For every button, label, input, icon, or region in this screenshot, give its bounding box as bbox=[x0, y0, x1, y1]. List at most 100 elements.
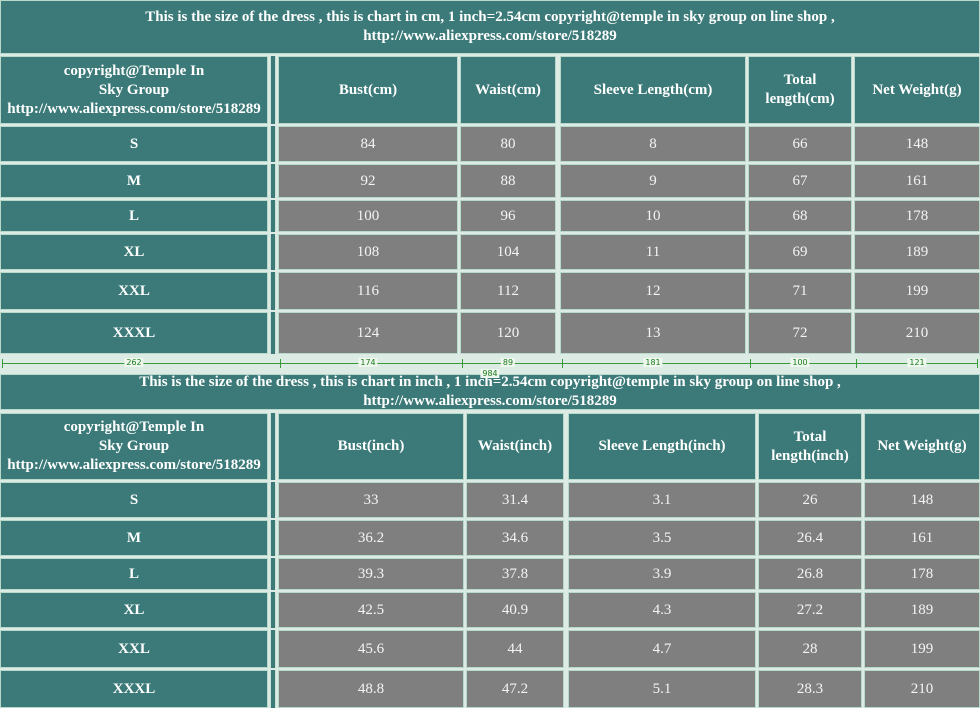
ruler-tick bbox=[856, 359, 857, 368]
value-cell: 28 bbox=[758, 630, 862, 668]
value-cell: 31.4 bbox=[466, 482, 564, 518]
header-cell: Total length(cm) bbox=[748, 56, 852, 124]
value-cell: 161 bbox=[864, 520, 980, 556]
table-title: This is the size of the dress , this is … bbox=[0, 0, 980, 54]
column-separator bbox=[270, 164, 276, 198]
value-cell: 9 bbox=[560, 164, 746, 198]
value-cell: 36.2 bbox=[278, 520, 464, 556]
column-separator bbox=[270, 126, 276, 162]
value-cell: 210 bbox=[854, 312, 980, 354]
size-cell: XXXL bbox=[0, 670, 268, 708]
value-cell: 45.6 bbox=[278, 630, 464, 668]
value-cell: 178 bbox=[854, 200, 980, 232]
size-cell: S bbox=[0, 482, 268, 518]
size-cell: XXL bbox=[0, 630, 268, 668]
size-cell: XXL bbox=[0, 272, 268, 310]
value-cell: 124 bbox=[278, 312, 458, 354]
value-cell: 69 bbox=[748, 234, 852, 270]
value-cell: 92 bbox=[278, 164, 458, 198]
value-cell: 26 bbox=[758, 482, 862, 518]
column-separator bbox=[270, 558, 276, 590]
header-cell: Bust(inch) bbox=[278, 413, 464, 480]
column-separator bbox=[270, 630, 276, 668]
table-title: This is the size of the dress , this is … bbox=[0, 374, 980, 410]
value-cell: 68 bbox=[748, 200, 852, 232]
ruler-width-label: 121 bbox=[907, 358, 927, 367]
size-cell: M bbox=[0, 520, 268, 556]
column-separator bbox=[270, 482, 276, 518]
value-cell: 104 bbox=[460, 234, 556, 270]
value-cell: 88 bbox=[460, 164, 556, 198]
value-cell: 47.2 bbox=[466, 670, 564, 708]
value-cell: 33 bbox=[278, 482, 464, 518]
size-cell: M bbox=[0, 164, 268, 198]
header-cell: Sleeve Length(inch) bbox=[568, 413, 756, 480]
size-cell: XXXL bbox=[0, 312, 268, 354]
column-separator bbox=[270, 592, 276, 628]
ruler-total-label: 984 bbox=[480, 369, 500, 378]
value-cell: 148 bbox=[854, 126, 980, 162]
value-cell: 11 bbox=[560, 234, 746, 270]
value-cell: 12 bbox=[560, 272, 746, 310]
value-cell: 199 bbox=[864, 630, 980, 668]
size-cell: L bbox=[0, 558, 268, 590]
column-separator bbox=[270, 670, 276, 708]
value-cell: 72 bbox=[748, 312, 852, 354]
size-cell: XL bbox=[0, 592, 268, 628]
column-separator bbox=[270, 200, 276, 232]
header-cell: Waist(cm) bbox=[460, 56, 556, 124]
ruler-tick bbox=[977, 359, 978, 368]
value-cell: 8 bbox=[560, 126, 746, 162]
value-cell: 28.3 bbox=[758, 670, 862, 708]
ruler-width-label: 181 bbox=[643, 358, 663, 367]
value-cell: 27.2 bbox=[758, 592, 862, 628]
value-cell: 189 bbox=[854, 234, 980, 270]
value-cell: 210 bbox=[864, 670, 980, 708]
value-cell: 4.7 bbox=[568, 630, 756, 668]
value-cell: 3.5 bbox=[568, 520, 756, 556]
value-cell: 10 bbox=[560, 200, 746, 232]
header-cell: Total length(inch) bbox=[758, 413, 862, 480]
value-cell: 5.1 bbox=[568, 670, 756, 708]
header-cell: Sleeve Length(cm) bbox=[560, 56, 746, 124]
ruler-tick bbox=[562, 359, 563, 368]
value-cell: 84 bbox=[278, 126, 458, 162]
ruler-width-label: 174 bbox=[358, 358, 378, 367]
column-separator bbox=[270, 56, 276, 124]
ruler-width-label: 100 bbox=[790, 358, 810, 367]
column-separator bbox=[270, 272, 276, 310]
size-cell: L bbox=[0, 200, 268, 232]
value-cell: 34.6 bbox=[466, 520, 564, 556]
value-cell: 3.1 bbox=[568, 482, 756, 518]
value-cell: 26.8 bbox=[758, 558, 862, 590]
ruler-tick bbox=[280, 359, 281, 368]
value-cell: 189 bbox=[864, 592, 980, 628]
value-cell: 37.8 bbox=[466, 558, 564, 590]
value-cell: 4.3 bbox=[568, 592, 756, 628]
value-cell: 42.5 bbox=[278, 592, 464, 628]
value-cell: 96 bbox=[460, 200, 556, 232]
value-cell: 26.4 bbox=[758, 520, 862, 556]
value-cell: 116 bbox=[278, 272, 458, 310]
header-cell: copyright@Temple In Sky Group http://www… bbox=[0, 56, 268, 124]
value-cell: 199 bbox=[854, 272, 980, 310]
value-cell: 108 bbox=[278, 234, 458, 270]
value-cell: 161 bbox=[854, 164, 980, 198]
header-cell: Net Weight(g) bbox=[854, 56, 980, 124]
ruler-tick bbox=[750, 359, 751, 368]
column-separator bbox=[270, 413, 276, 480]
ruler-tick bbox=[462, 359, 463, 368]
value-cell: 148 bbox=[864, 482, 980, 518]
value-cell: 44 bbox=[466, 630, 564, 668]
ruler-width-label: 262 bbox=[124, 358, 144, 367]
value-cell: 66 bbox=[748, 126, 852, 162]
value-cell: 39.3 bbox=[278, 558, 464, 590]
value-cell: 40.9 bbox=[466, 592, 564, 628]
header-cell: Waist(inch) bbox=[466, 413, 564, 480]
value-cell: 178 bbox=[864, 558, 980, 590]
ruler-tick bbox=[2, 359, 3, 368]
value-cell: 13 bbox=[560, 312, 746, 354]
value-cell: 80 bbox=[460, 126, 556, 162]
column-separator bbox=[270, 520, 276, 556]
